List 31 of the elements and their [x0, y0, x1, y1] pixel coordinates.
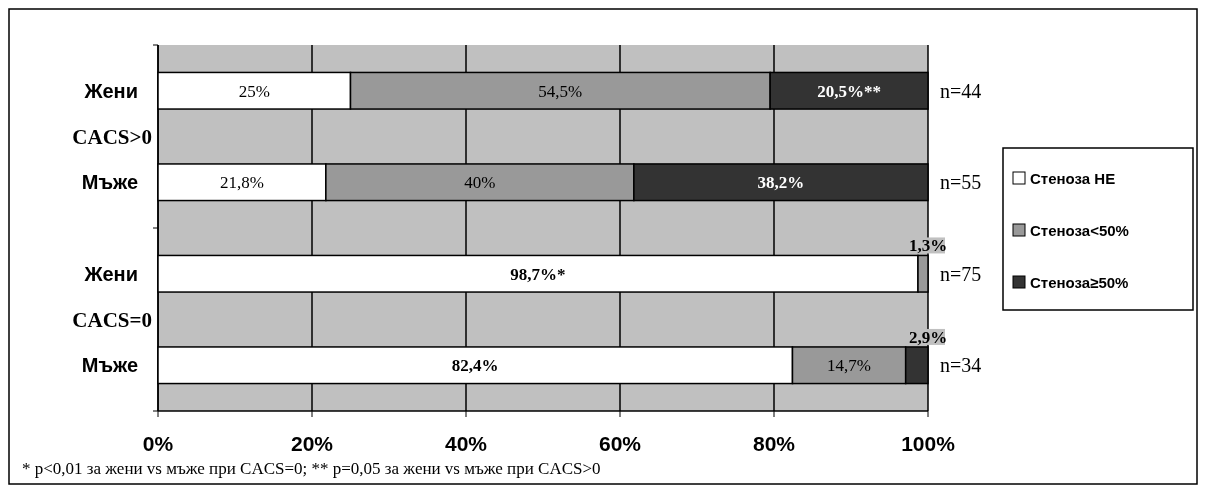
data-label: 54,5% — [538, 81, 583, 101]
data-label: 2,9% — [908, 327, 948, 347]
text: n=55 — [940, 171, 982, 194]
data-label: 40% — [464, 173, 496, 193]
legend-label: Стеноза<50% — [1030, 222, 1129, 239]
x-tick-label: 100% — [901, 432, 956, 455]
data-label: 14,7% — [827, 356, 872, 376]
data-label: 20,5%** — [817, 81, 881, 101]
text: CACS>0 — [72, 124, 152, 149]
legend-label: Стеноза НЕ — [1030, 170, 1116, 187]
x-tick-label: 20% — [290, 432, 334, 455]
legend-label: Стеноза≥50% — [1030, 274, 1129, 291]
y-tick-label: Жени — [83, 79, 138, 102]
data-label: 21,8% — [219, 173, 264, 193]
x-tick-label: 40% — [444, 432, 488, 455]
x-tick-label: 0% — [142, 432, 174, 455]
text: n=34 — [940, 354, 982, 377]
y-tick-label: Мъже — [81, 171, 138, 194]
data-label: 82,4% — [451, 356, 499, 376]
y-tick-label: Жени — [83, 262, 138, 285]
data-label: 98,7%* — [510, 264, 566, 284]
text: n=44 — [940, 79, 982, 102]
x-tick-label: 80% — [752, 432, 796, 455]
x-tick-label: 60% — [598, 432, 642, 455]
text: CACS=0 — [72, 307, 152, 332]
text: n=75 — [940, 262, 982, 285]
data-label: 38,2% — [757, 173, 805, 193]
data-label: 25% — [238, 81, 270, 101]
text: * p<0,01 за жени vs мъже при CACS=0; ** p=0,05 за жени vs мъже при CACS>0 — [22, 459, 601, 478]
data-label: 1,3% — [908, 236, 948, 256]
y-tick-label: Мъже — [81, 354, 138, 377]
